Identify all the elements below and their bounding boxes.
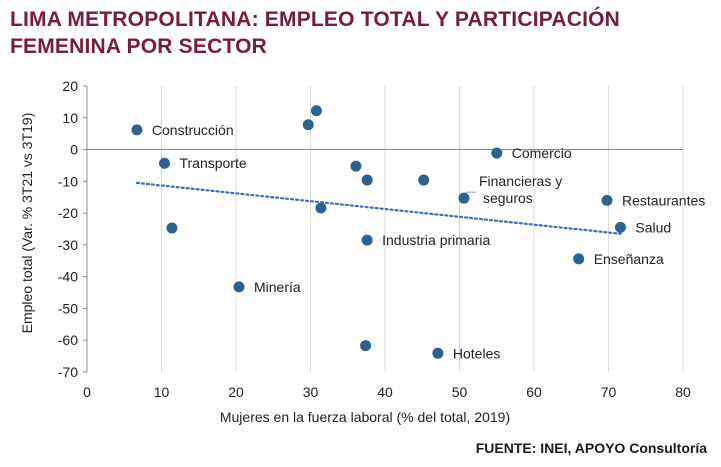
data-point	[360, 340, 372, 352]
trendline	[135, 181, 622, 235]
x-tick-label: 0	[83, 384, 91, 400]
data-point	[166, 222, 178, 234]
x-tick-label: 10	[154, 384, 170, 400]
data-point	[418, 174, 430, 186]
data-label: Salud	[635, 219, 671, 235]
data-point	[315, 202, 327, 214]
data-label-line: seguros	[483, 190, 533, 206]
data-point	[350, 160, 362, 172]
y-tick-label: -50	[58, 300, 78, 316]
x-tick-label: 50	[452, 384, 468, 400]
x-tick-label: 70	[601, 384, 617, 400]
y-tick-label: 20	[62, 78, 78, 94]
data-point	[302, 119, 314, 131]
data-point	[614, 221, 626, 233]
data-label: Transporte	[179, 155, 246, 171]
x-tick-label: 80	[675, 384, 691, 400]
data-point	[458, 192, 470, 204]
y-tick-label: -40	[58, 269, 78, 285]
x-tick-label: 20	[228, 384, 244, 400]
data-label: Enseñanza	[594, 251, 664, 267]
source-note: FUENTE: INEI, APOYO Consultoría	[475, 440, 707, 456]
chart-title: LIMA METROPOLITANA: EMPLEO TOTAL Y PARTI…	[10, 6, 710, 60]
chart-title-line1: LIMA METROPOLITANA: EMPLEO TOTAL Y PARTI…	[10, 8, 621, 31]
y-tick-label: -30	[58, 237, 78, 253]
y-tick-label: -20	[58, 205, 78, 221]
data-point	[432, 347, 444, 359]
data-label: Hoteles	[453, 345, 500, 361]
y-tick-label: 0	[70, 142, 78, 158]
data-label-line: Financieras y	[479, 173, 562, 189]
data-point	[361, 174, 373, 186]
y-tick-label: -70	[58, 364, 78, 380]
y-tick-label: -60	[58, 332, 78, 348]
data-point	[310, 105, 322, 117]
y-tick-label: -10	[58, 173, 78, 189]
data-point	[131, 124, 143, 136]
data-point	[158, 157, 170, 169]
y-axis-label: Empleo total (Var. % 3T21 vs 3T19)	[19, 113, 35, 334]
data-label: Construcción	[152, 122, 234, 138]
data-label: Comercio	[512, 145, 572, 161]
x-tick-label: 60	[526, 384, 542, 400]
chart-title-line2: FEMENINA POR SECTOR	[10, 35, 267, 58]
data-point	[491, 147, 503, 159]
data-point	[361, 234, 373, 246]
data-label: Industria primaria	[382, 232, 490, 248]
data-point	[601, 194, 613, 206]
data-label: Minería	[254, 279, 301, 295]
x-tick-label: 30	[303, 384, 319, 400]
x-axis-label: Mujeres en la fuerza laboral (% del tota…	[220, 409, 510, 425]
y-tick-label: 10	[62, 110, 78, 126]
data-label: Restaurantes	[622, 192, 705, 208]
x-tick-label: 40	[377, 384, 393, 400]
data-point	[573, 253, 585, 265]
data-point	[233, 281, 245, 293]
data-label: Financieras y seguros	[479, 173, 562, 206]
